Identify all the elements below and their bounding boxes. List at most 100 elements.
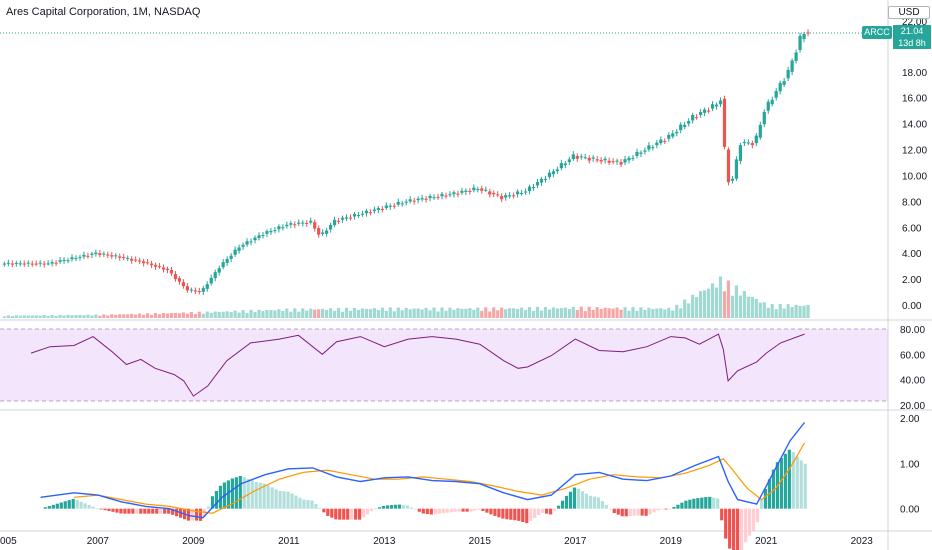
macd-histogram-bar (338, 508, 342, 520)
candle (62, 260, 66, 262)
volume-bar (329, 308, 333, 318)
macd-histogram-bar (397, 504, 402, 509)
volume-bar (325, 309, 329, 318)
volume-bar (217, 311, 221, 318)
rsi-tick-label: 60.00 (900, 350, 925, 361)
macd-histogram-bar (385, 505, 390, 509)
volume-bar (313, 309, 317, 318)
candle (436, 196, 440, 198)
volume-bar (78, 314, 82, 318)
candle (531, 187, 536, 189)
volume-bar (165, 313, 170, 318)
candle (699, 111, 703, 116)
volume-bar (368, 309, 372, 318)
candle (38, 262, 42, 264)
candle (233, 249, 237, 255)
time-tick-label: 2013 (373, 536, 396, 547)
volume-bar (774, 309, 778, 318)
macd-histogram-bar (286, 491, 290, 509)
candle (802, 33, 806, 40)
macd-histogram-bar (143, 508, 147, 514)
macd-histogram-bar (549, 508, 553, 515)
candle (317, 228, 321, 235)
candle (786, 69, 790, 79)
candle (352, 213, 357, 217)
macd-histogram-bar (712, 497, 716, 509)
volume-bar (476, 307, 480, 318)
macd-histogram-bar (529, 508, 533, 522)
macd-histogram-bar (373, 508, 378, 510)
macd-histogram-bar (612, 508, 616, 513)
price-tick-label: 0.00 (902, 301, 922, 312)
candle (770, 99, 774, 105)
candle (603, 158, 607, 161)
candle (181, 282, 186, 287)
candle (94, 252, 98, 255)
volume-bar (802, 305, 806, 318)
candle (14, 262, 18, 264)
macd-histogram-bar (206, 506, 211, 509)
volume-bar (456, 308, 460, 318)
macd-histogram-bar (147, 508, 151, 514)
volume-bar (265, 309, 269, 318)
volume-bar (126, 314, 130, 318)
macd-histogram-bar (652, 508, 656, 513)
candle (444, 195, 448, 197)
candle (209, 277, 213, 284)
candle (519, 193, 524, 195)
volume-bar (460, 308, 464, 318)
macd-histogram-bar (413, 508, 417, 510)
candle (527, 186, 532, 192)
candle (114, 255, 118, 257)
price-tick-label: 16.00 (902, 94, 927, 105)
volume-bar (289, 311, 293, 318)
candle (384, 205, 388, 208)
candle (766, 101, 770, 111)
candle (400, 203, 404, 205)
macd-histogram-bar (270, 487, 274, 509)
candle (547, 172, 552, 177)
candle (50, 262, 54, 264)
macd-histogram-bar (763, 488, 768, 509)
candle (504, 195, 508, 198)
volume-bar (758, 302, 762, 318)
candle (778, 82, 782, 92)
candle (750, 143, 754, 146)
volume-bar (631, 307, 635, 318)
candle (563, 163, 567, 166)
volume-bar (221, 311, 225, 318)
candle (344, 217, 349, 219)
candle (90, 253, 94, 255)
macd-histogram-bar (545, 508, 549, 514)
volume-bar (404, 307, 408, 318)
candle (535, 182, 540, 186)
candle (480, 188, 484, 191)
macd-histogram-bar (795, 456, 799, 509)
volume-bar (702, 290, 707, 318)
candle (106, 254, 110, 256)
currency-button[interactable]: USD (888, 6, 930, 19)
candle (293, 224, 297, 226)
candle (142, 261, 146, 264)
candle (297, 222, 301, 224)
volume-bar (523, 309, 528, 318)
volume-bar (583, 311, 587, 318)
candle (667, 134, 671, 139)
time-tick-label: 2007 (87, 536, 110, 547)
macd-histogram-bar (354, 508, 358, 520)
candle (623, 159, 627, 163)
macd-histogram-bar (71, 498, 75, 509)
candle (512, 195, 516, 197)
candle (273, 230, 277, 232)
volume-bar (766, 307, 770, 318)
volume-bar (416, 308, 420, 318)
candle (691, 114, 695, 121)
volume-bar (603, 307, 607, 318)
price-tick-label: 18.00 (902, 68, 927, 79)
macd-histogram-bar (497, 508, 501, 518)
candle (420, 198, 424, 200)
macd-histogram-bar (489, 508, 493, 515)
candle (98, 253, 102, 255)
volume-bar (595, 307, 599, 318)
